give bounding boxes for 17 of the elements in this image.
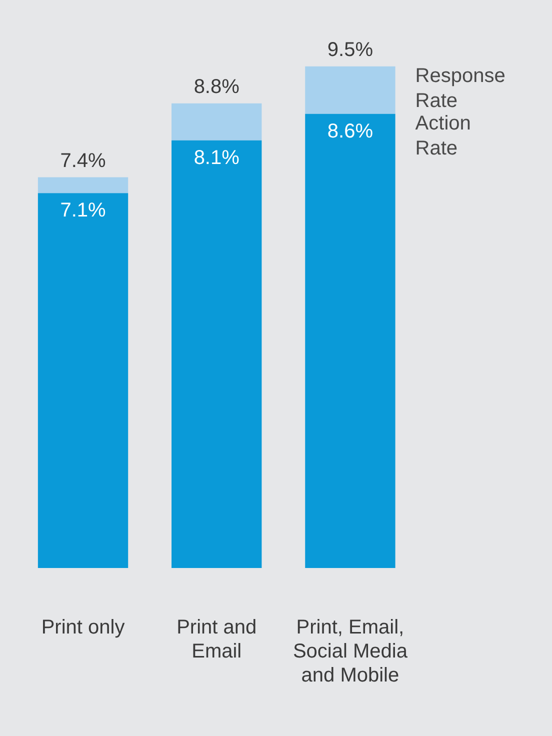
x-tick-label: Print only <box>41 616 125 639</box>
x-tick-label: Print, Email, Social Media and Mobile <box>292 616 408 687</box>
data-label: 8.6% <box>327 120 374 142</box>
total-label: 7.4% <box>60 150 106 172</box>
x-tick-label: Print and Email <box>176 616 257 663</box>
data-label: 7.1% <box>60 200 106 222</box>
series-label: Response Rate <box>415 64 506 112</box>
bar <box>172 103 262 140</box>
total-label: 8.8% <box>194 76 240 98</box>
bar <box>172 140 262 568</box>
series-label: Action Rate <box>415 112 471 160</box>
data-label: 8.1% <box>194 146 240 169</box>
bar <box>38 177 128 194</box>
bar <box>305 114 396 568</box>
total-label: 9.5% <box>327 38 374 61</box>
bar <box>38 193 128 568</box>
bar <box>305 66 396 114</box>
